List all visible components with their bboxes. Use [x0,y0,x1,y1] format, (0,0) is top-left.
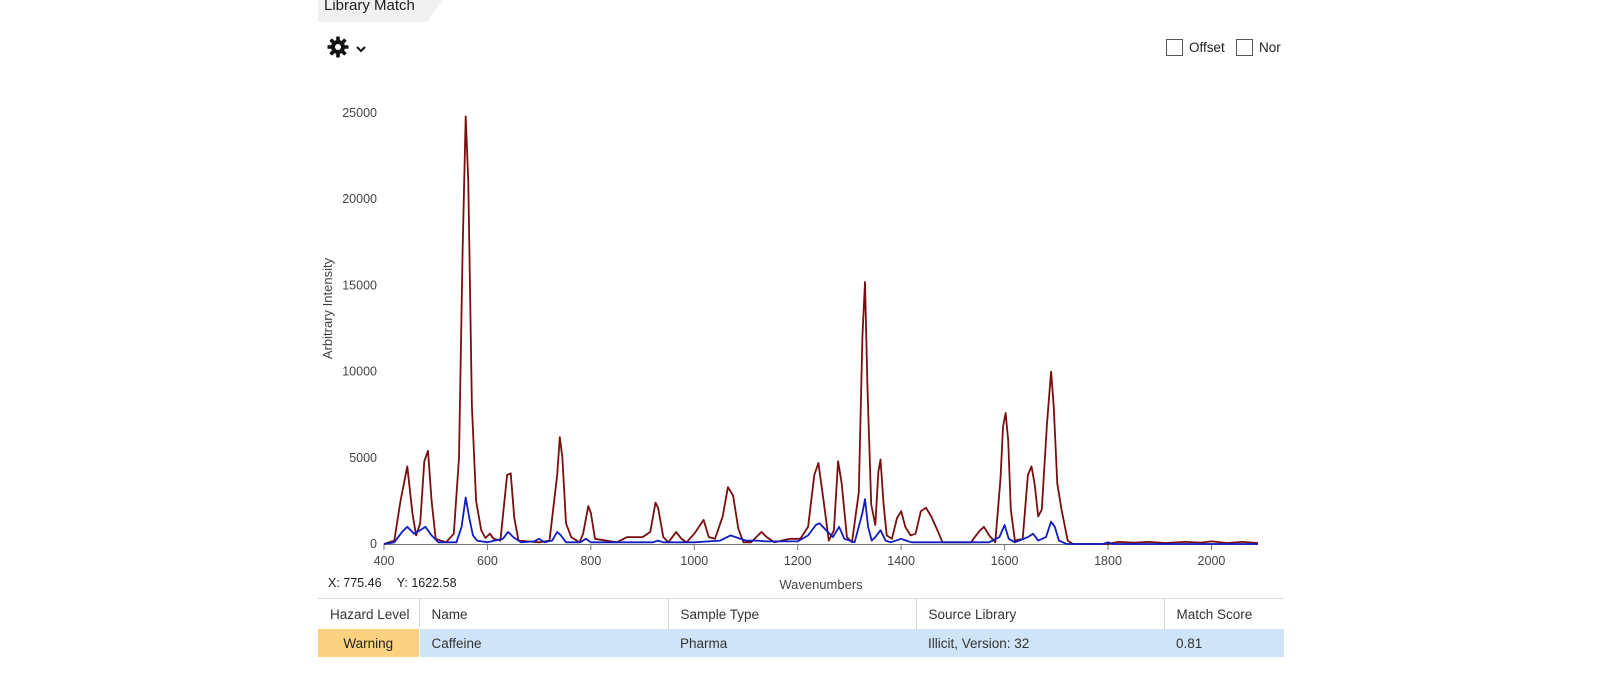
x-axis: 400 600 800 1000 1200 1400 1600 1800 2000 [374,544,1226,568]
spectrum-chart[interactable]: 0 5000 10000 15000 20000 25000 400 600 800 1000 1… [318,0,1284,596]
header-source-library[interactable]: Source Library [915,598,1164,629]
header-match-score[interactable]: Match Score [1163,598,1284,629]
normalize-checkbox-box[interactable] [1236,38,1253,56]
table-row[interactable]: Warning Caffeine Pharma Illicit, Version… [318,629,1284,657]
y-tick-label: 25000 [342,106,377,120]
library-match-panel: Library Match Offset Nor [318,0,1284,674]
library-match-tab[interactable]: Library Match [318,0,442,22]
spectrum-series-2 [383,496,1258,545]
header-name[interactable]: Name [418,598,668,629]
x-tick-label: 800 [580,554,601,568]
cursor-x-readout: X: 775.46 [328,576,382,590]
cursor-readout: X: 775.46 Y: 1622.58 [328,576,469,590]
y-tick-label: 15000 [342,278,377,292]
tab-title: Library Match [324,0,415,14]
settings-dropdown-button[interactable] [326,35,370,59]
x-tick-label: 400 [374,554,395,568]
x-tick-label: 1800 [1094,554,1122,568]
x-tick-label: 600 [477,554,498,568]
table-header-row: Hazard Level Name Sample Type Source Lib… [318,598,1284,629]
hazard-level-cell: Warning [318,629,419,657]
x-tick-label: 1000 [680,554,708,568]
match-score-cell: 0.81 [1164,629,1284,657]
y-axis: 0 5000 10000 15000 20000 25000 [342,106,377,551]
normalize-label: Nor [1259,39,1281,55]
x-tick-label: 2000 [1198,554,1226,568]
y-tick-label: 5000 [349,451,377,465]
header-sample-type[interactable]: Sample Type [667,598,916,629]
x-axis-label: Wavenumbers [779,577,863,592]
x-tick-label: 1200 [784,554,812,568]
normalize-checkbox[interactable]: Nor [1236,37,1281,57]
source-library-cell: Illicit, Version: 32 [916,629,1164,657]
y-tick-label: 10000 [342,365,377,379]
series-layer [383,115,1259,545]
offset-checkbox-box[interactable] [1166,38,1183,56]
header-hazard-level[interactable]: Hazard Level [318,598,419,629]
y-tick-label: 20000 [342,192,377,206]
x-tick-label: 1400 [887,554,915,568]
name-cell: Caffeine [418,629,668,657]
cursor-y-readout: Y: 1622.58 [396,576,457,590]
chevron-down-icon [356,46,366,53]
sample-type-cell: Pharma [668,629,916,657]
y-axis-label: Arbitrary Intensity [320,257,335,359]
y-tick-label: 0 [370,537,377,551]
offset-label: Offset [1189,39,1225,55]
gear-icon [327,36,349,58]
x-tick-label: 1600 [991,554,1019,568]
offset-checkbox[interactable]: Offset [1166,37,1225,57]
match-results-table: Hazard Level Name Sample Type Source Lib… [318,598,1284,657]
spectrum-series-1 [383,115,1259,545]
